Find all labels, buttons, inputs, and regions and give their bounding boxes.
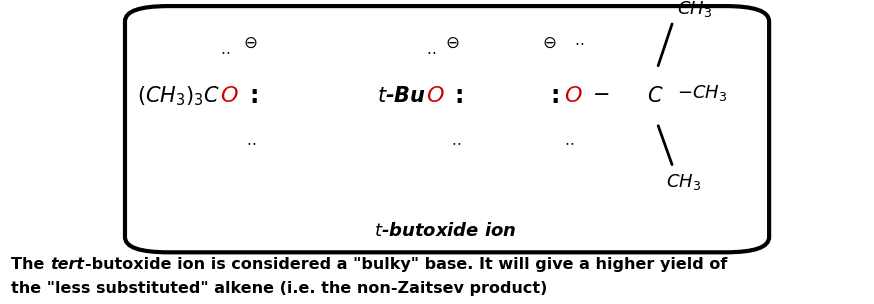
- Text: $\cdot\!\cdot$: $\cdot\!\cdot$: [246, 135, 256, 150]
- Text: $\cdot\!\cdot$: $\cdot\!\cdot$: [574, 35, 585, 50]
- FancyBboxPatch shape: [125, 6, 769, 252]
- Text: -butoxide ion is considered a "bulky" base. It will give a higher yield of: -butoxide ion is considered a "bulky" ba…: [85, 257, 727, 272]
- Text: $\cdot\!\cdot$: $\cdot\!\cdot$: [426, 44, 436, 59]
- Text: The: The: [11, 257, 51, 272]
- Text: $\cdot\!\cdot$: $\cdot\!\cdot$: [451, 135, 461, 150]
- Text: $-CH_3$: $-CH_3$: [677, 83, 727, 103]
- Text: $C$: $C$: [647, 86, 663, 106]
- Text: $-$: $-$: [592, 83, 609, 103]
- Text: $t$-Bu: $t$-Bu: [377, 86, 426, 106]
- Text: $O$: $O$: [564, 86, 582, 106]
- Text: $O$: $O$: [220, 86, 239, 106]
- Text: $(CH_3)_3C$: $(CH_3)_3C$: [137, 84, 220, 108]
- Text: :: :: [454, 84, 464, 108]
- Text: $\ominus$: $\ominus$: [243, 33, 258, 52]
- Text: :: :: [249, 84, 259, 108]
- Text: $O$: $O$: [426, 86, 444, 106]
- Text: $\ominus$: $\ominus$: [445, 33, 460, 52]
- Text: $\ominus$: $\ominus$: [542, 33, 557, 52]
- Text: $CH_3$: $CH_3$: [666, 172, 701, 192]
- Text: $t$-butoxide ion: $t$-butoxide ion: [374, 222, 517, 240]
- Text: $\cdot\!\cdot$: $\cdot\!\cdot$: [564, 135, 574, 150]
- Text: the "less substituted" alkene (i.e. the non-Zaitsev product): the "less substituted" alkene (i.e. the …: [11, 281, 548, 296]
- Text: $\cdot\!\cdot$: $\cdot\!\cdot$: [220, 44, 231, 59]
- Text: $CH_3$: $CH_3$: [677, 0, 712, 19]
- Text: :: :: [550, 84, 559, 108]
- Text: tert: tert: [50, 257, 84, 272]
